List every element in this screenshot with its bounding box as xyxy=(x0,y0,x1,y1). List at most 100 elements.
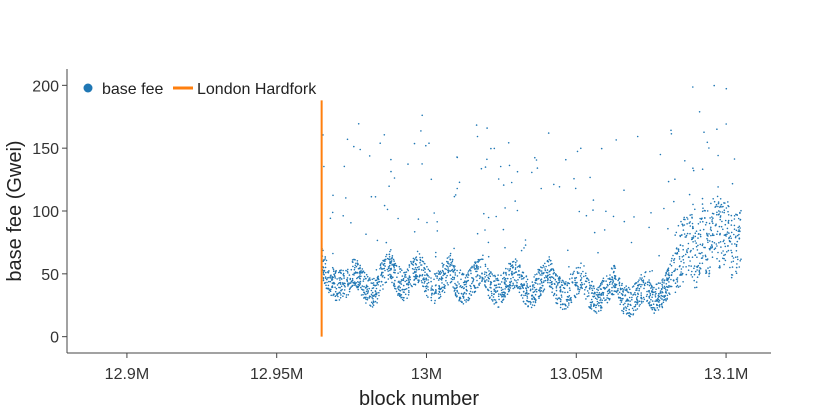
base-fee-point xyxy=(670,129,672,132)
base-fee-point xyxy=(348,290,351,293)
base-fee-point xyxy=(651,288,654,291)
base-fee-point xyxy=(543,277,546,279)
base-fee-point xyxy=(374,300,377,303)
base-fee-point xyxy=(570,296,572,299)
base-fee-point xyxy=(445,279,447,282)
base-fee-point xyxy=(497,279,500,282)
base-fee-point xyxy=(546,276,548,278)
base-fee-point xyxy=(583,293,586,295)
base-fee-point xyxy=(487,280,490,282)
base-fee-point xyxy=(353,268,356,271)
base-fee-point xyxy=(559,280,561,282)
base-fee-point xyxy=(726,233,728,235)
base-fee-point xyxy=(452,286,454,288)
base-fee-point xyxy=(524,302,526,305)
base-fee-point xyxy=(540,294,542,296)
base-fee-point xyxy=(399,282,401,284)
base-fee-point xyxy=(734,256,737,259)
base-fee-point xyxy=(557,279,560,281)
base-fee-point xyxy=(625,285,627,287)
base-fee-point xyxy=(636,301,638,304)
base-fee-point xyxy=(599,288,602,290)
base-fee-point xyxy=(470,270,472,272)
base-fee-point xyxy=(547,132,550,134)
base-fee-point xyxy=(485,286,487,289)
base-fee-point xyxy=(628,291,630,294)
base-fee-point xyxy=(670,285,673,288)
base-fee-point xyxy=(338,299,341,301)
base-fee-point xyxy=(391,255,394,257)
base-fee-point xyxy=(739,211,741,214)
base-fee-point xyxy=(560,296,563,298)
base-fee-point xyxy=(459,269,462,272)
base-fee-point xyxy=(684,253,687,256)
base-fee-point xyxy=(427,268,430,271)
base-fee-point xyxy=(557,277,560,280)
base-fee-point xyxy=(476,270,478,273)
base-fee-point xyxy=(465,283,467,286)
base-fee-point xyxy=(420,269,423,271)
base-fee-point xyxy=(538,295,541,298)
base-fee-point xyxy=(656,300,658,302)
base-fee-point xyxy=(709,217,711,219)
base-fee-point xyxy=(450,269,453,272)
base-fee-point xyxy=(726,231,729,233)
base-fee-point xyxy=(666,278,669,280)
base-fee-point xyxy=(710,202,712,205)
base-fee-point xyxy=(568,295,571,297)
base-fee-point xyxy=(454,272,457,274)
base-fee-point xyxy=(643,283,646,286)
base-fee-point xyxy=(552,294,555,297)
base-fee-point xyxy=(661,281,664,283)
base-fee-point xyxy=(525,280,528,283)
base-fee-point xyxy=(365,302,367,304)
base-fee-point xyxy=(489,296,491,299)
base-fee-point xyxy=(435,289,437,291)
base-fee-point xyxy=(579,275,582,277)
base-fee-point xyxy=(701,251,703,254)
base-fee-point xyxy=(631,296,633,299)
base-fee-point xyxy=(661,285,664,287)
base-fee-point xyxy=(586,295,589,298)
base-fee-point xyxy=(434,299,436,302)
base-fee-point xyxy=(365,277,367,280)
base-fee-point xyxy=(456,295,458,298)
base-fee-point xyxy=(518,270,520,272)
base-fee-point xyxy=(594,292,596,294)
base-fee-point xyxy=(699,235,702,238)
base-fee-point xyxy=(473,264,476,266)
base-fee-point xyxy=(614,286,617,289)
base-fee-point xyxy=(640,285,642,288)
base-fee-point xyxy=(550,286,553,289)
base-fee-point xyxy=(504,291,506,294)
base-fee-point xyxy=(713,248,716,251)
base-fee-point xyxy=(400,283,403,285)
base-fee-point xyxy=(627,312,629,315)
x-tick-label: 13M xyxy=(411,366,442,383)
base-fee-point xyxy=(353,274,355,276)
base-fee-point xyxy=(739,227,741,229)
base-fee-point xyxy=(487,289,490,292)
base-fee-point xyxy=(601,281,603,284)
base-fee-point xyxy=(437,279,440,281)
base-fee-point xyxy=(426,282,429,285)
base-fee-point xyxy=(370,289,373,292)
base-fee-point xyxy=(343,292,346,295)
base-fee-point xyxy=(502,298,505,301)
base-fee-point xyxy=(443,273,446,276)
base-fee-point xyxy=(579,279,582,282)
base-fee-point xyxy=(346,277,349,279)
base-fee-point xyxy=(400,294,403,296)
base-fee-point xyxy=(632,309,635,312)
base-fee-point xyxy=(564,282,567,285)
base-fee-point xyxy=(487,276,489,279)
base-fee-point xyxy=(573,294,576,297)
base-fee-point xyxy=(615,278,617,281)
base-fee-point xyxy=(705,221,708,224)
base-fee-point xyxy=(725,235,727,237)
base-fee-point xyxy=(330,278,333,280)
base-fee-point xyxy=(359,148,362,151)
base-fee-point xyxy=(685,234,688,237)
base-fee-point xyxy=(370,282,373,284)
base-fee-point xyxy=(691,217,693,219)
